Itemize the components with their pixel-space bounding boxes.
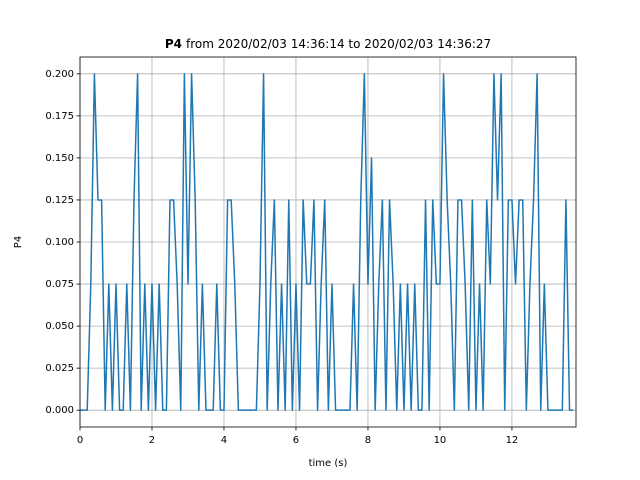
y-axis-label: P4 bbox=[13, 236, 24, 248]
x-tick-label: 4 bbox=[221, 435, 227, 446]
chart-title: P4 from 2020/02/03 14:36:14 to 2020/02/03… bbox=[165, 37, 491, 51]
x-tick-label: 10 bbox=[434, 435, 447, 446]
y-tick-label: 0.025 bbox=[45, 363, 74, 374]
y-tick-label: 0.100 bbox=[45, 237, 74, 248]
title-rest: from 2020/02/03 14:36:14 to 2020/02/03 1… bbox=[186, 37, 491, 51]
y-tick-label: 0.075 bbox=[45, 279, 74, 290]
x-tick-label: 6 bbox=[293, 435, 299, 446]
y-tick-label: 0.150 bbox=[45, 153, 74, 164]
x-tick-label: 2 bbox=[149, 435, 155, 446]
y-tick-label: 0.050 bbox=[45, 321, 74, 332]
x-axis-label: time (s) bbox=[309, 458, 348, 469]
x-tick-label: 12 bbox=[506, 435, 519, 446]
y-tick-label: 0.000 bbox=[45, 405, 74, 416]
x-tick-label: 8 bbox=[365, 435, 371, 446]
y-tick-label: 0.125 bbox=[45, 195, 74, 206]
data-line bbox=[80, 73, 574, 411]
plot bbox=[80, 73, 574, 411]
y-tick-label: 0.175 bbox=[45, 111, 74, 122]
y-tick-label: 0.200 bbox=[45, 69, 74, 80]
x-tick-label: 0 bbox=[77, 435, 83, 446]
title-bold: P4 bbox=[165, 37, 182, 51]
